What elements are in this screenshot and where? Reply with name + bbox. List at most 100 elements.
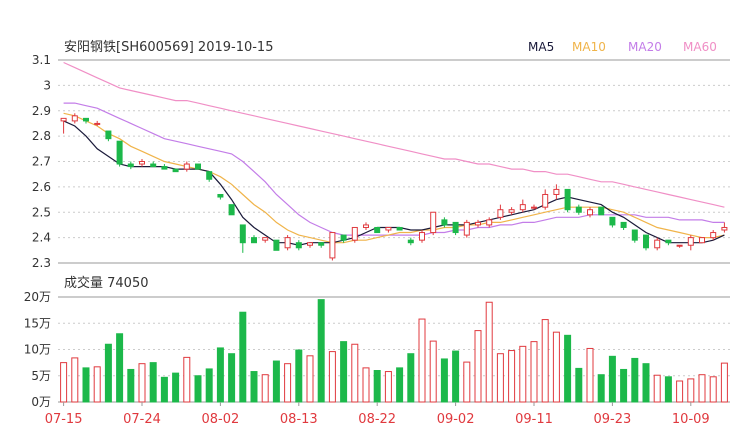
y-tick-label: 10万 xyxy=(24,343,51,357)
volume-bar xyxy=(317,299,325,403)
candle-body xyxy=(430,211,437,234)
candle-body xyxy=(195,163,201,170)
volume-bar xyxy=(698,374,706,403)
candle-body xyxy=(139,161,145,165)
legend-ma5: MA5 xyxy=(528,40,554,54)
volume-bar xyxy=(664,376,672,403)
candle-body xyxy=(94,122,101,125)
volume-bar xyxy=(396,367,404,403)
volume-bar xyxy=(485,301,493,403)
candle-body xyxy=(363,224,369,228)
candle-body xyxy=(307,242,313,246)
volume-bar xyxy=(676,380,684,403)
candle-body xyxy=(172,168,179,173)
volume-bar xyxy=(575,367,583,403)
x-tick-label: 08-02 xyxy=(202,412,240,427)
legend-ma60: MA60 xyxy=(683,40,717,54)
legend-ma10: MA10 xyxy=(572,40,606,54)
candle-body xyxy=(609,216,616,226)
candle-body xyxy=(687,237,694,246)
volume-bar xyxy=(384,371,392,403)
candle-body xyxy=(665,239,672,244)
volume-bar xyxy=(328,351,336,403)
y-tick-label: 20万 xyxy=(24,290,51,304)
y-tick-label: 2.8 xyxy=(32,129,51,143)
volume-bar xyxy=(642,363,650,403)
candle-body xyxy=(407,239,414,244)
candle-body xyxy=(475,221,481,226)
candle-body xyxy=(105,130,112,140)
candle-body xyxy=(631,229,638,241)
volume-bar xyxy=(541,319,549,403)
candle-body xyxy=(329,232,336,259)
x-axis-date-labels: 07-15 07-24 08-02 08-13 08-22 09-02 09-11 09-23… xyxy=(45,402,710,427)
volume-bar xyxy=(552,331,560,403)
y-tick-label: 0万 xyxy=(31,395,51,409)
x-tick-label: 07-24 xyxy=(123,412,161,427)
y-tick-label: 2.3 xyxy=(32,256,51,270)
candle-body xyxy=(239,224,246,244)
candle-body xyxy=(351,226,358,241)
volume-bar xyxy=(205,368,213,403)
volume-bar xyxy=(340,341,348,403)
candle-body xyxy=(542,193,549,208)
y-tick-label: 2.9 xyxy=(32,104,51,118)
candle-body xyxy=(284,237,291,249)
ma-line-ma10 xyxy=(63,112,725,244)
candle-body xyxy=(575,206,582,213)
volume-bar xyxy=(631,357,639,403)
candle-body xyxy=(710,232,717,239)
volume-bar xyxy=(440,358,448,403)
price-gridlines xyxy=(58,59,730,264)
x-tick-label: 09-02 xyxy=(437,412,475,427)
volume-bar xyxy=(250,371,258,403)
candle-body xyxy=(676,244,683,247)
candlesticks xyxy=(60,113,728,261)
candle-body xyxy=(396,226,403,231)
candle-body xyxy=(127,163,134,168)
candle-body xyxy=(620,221,627,228)
volume-bar xyxy=(104,343,112,403)
volume-bar xyxy=(295,349,303,403)
y-tick-label: 5万 xyxy=(31,369,51,383)
candle-body xyxy=(83,117,89,122)
ma-line-ma20 xyxy=(63,102,725,236)
volume-bar xyxy=(620,368,628,403)
candle-body xyxy=(497,209,504,218)
candle-body xyxy=(486,219,493,226)
candle-body xyxy=(295,242,302,249)
volume-bar xyxy=(373,370,381,403)
volume-bar xyxy=(508,350,516,403)
candle-body xyxy=(374,226,381,234)
volume-bar xyxy=(653,374,661,403)
volume-bar xyxy=(160,376,168,403)
candle-body xyxy=(531,206,537,209)
volume-bar xyxy=(687,378,695,403)
candle-body xyxy=(463,221,470,236)
candle-body xyxy=(419,232,425,241)
volume-bar xyxy=(284,363,292,403)
volume-bar xyxy=(138,363,146,403)
candle-body xyxy=(228,204,235,216)
volume-bar xyxy=(93,366,101,403)
volume-bar xyxy=(261,374,269,403)
candle-body xyxy=(116,140,123,165)
volume-bar xyxy=(519,345,527,403)
volume-bar xyxy=(530,341,538,403)
volume-bar xyxy=(272,360,280,403)
candle-body xyxy=(161,166,168,170)
volume-bar xyxy=(597,374,605,403)
volume-bar xyxy=(116,333,124,403)
x-tick-label: 07-15 xyxy=(45,412,83,427)
volume-bar xyxy=(60,362,68,403)
volume-bar xyxy=(194,375,202,403)
y-tick-label: 2.6 xyxy=(32,180,51,194)
x-tick-label: 08-22 xyxy=(358,412,396,427)
volume-bar xyxy=(608,355,616,403)
ma-legend: MA5 MA10 MA20 MA60 xyxy=(528,40,717,54)
volume-bar xyxy=(429,340,437,403)
volume-bar xyxy=(720,362,728,403)
moving-average-lines xyxy=(63,61,725,246)
volume-title: 成交量 74050 xyxy=(64,275,149,291)
